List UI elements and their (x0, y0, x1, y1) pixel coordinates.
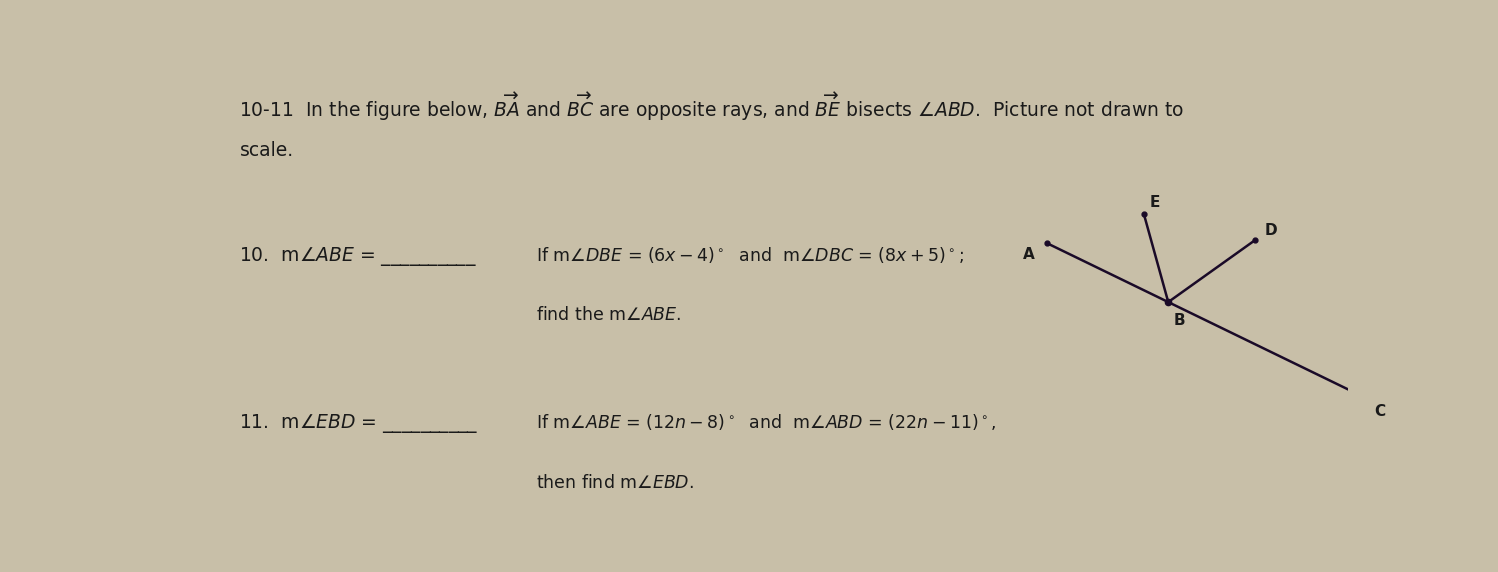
Text: B: B (1174, 313, 1186, 328)
Text: 10-11  In the figure below, $\overrightarrow{BA}$ and $\overrightarrow{BC}$ are : 10-11 In the figure below, $\overrightar… (240, 90, 1185, 123)
Text: A: A (1023, 248, 1035, 263)
Text: then find m$\angle EBD$.: then find m$\angle EBD$. (536, 474, 694, 492)
Text: find the m$\angle ABE$.: find the m$\angle ABE$. (536, 307, 682, 324)
Text: If m$\angle DBE$ = $(6x - 4)^\circ$  and  m$\angle DBC$ = $(8x + 5)^\circ$;: If m$\angle DBE$ = $(6x - 4)^\circ$ and … (536, 245, 963, 265)
Text: D: D (1264, 223, 1278, 237)
Text: E: E (1150, 195, 1159, 210)
Text: C: C (1374, 404, 1386, 419)
Text: 11.  m$\angle EBD$ = __________: 11. m$\angle EBD$ = __________ (240, 412, 479, 435)
Text: 10.  m$\angle ABE$ = __________: 10. m$\angle ABE$ = __________ (240, 245, 478, 268)
Text: If m$\angle ABE$ = $(12n - 8)^\circ$  and  m$\angle ABD$ = $(22n - 11)^\circ$,: If m$\angle ABE$ = $(12n - 8)^\circ$ and… (536, 412, 996, 432)
Text: scale.: scale. (240, 141, 294, 160)
